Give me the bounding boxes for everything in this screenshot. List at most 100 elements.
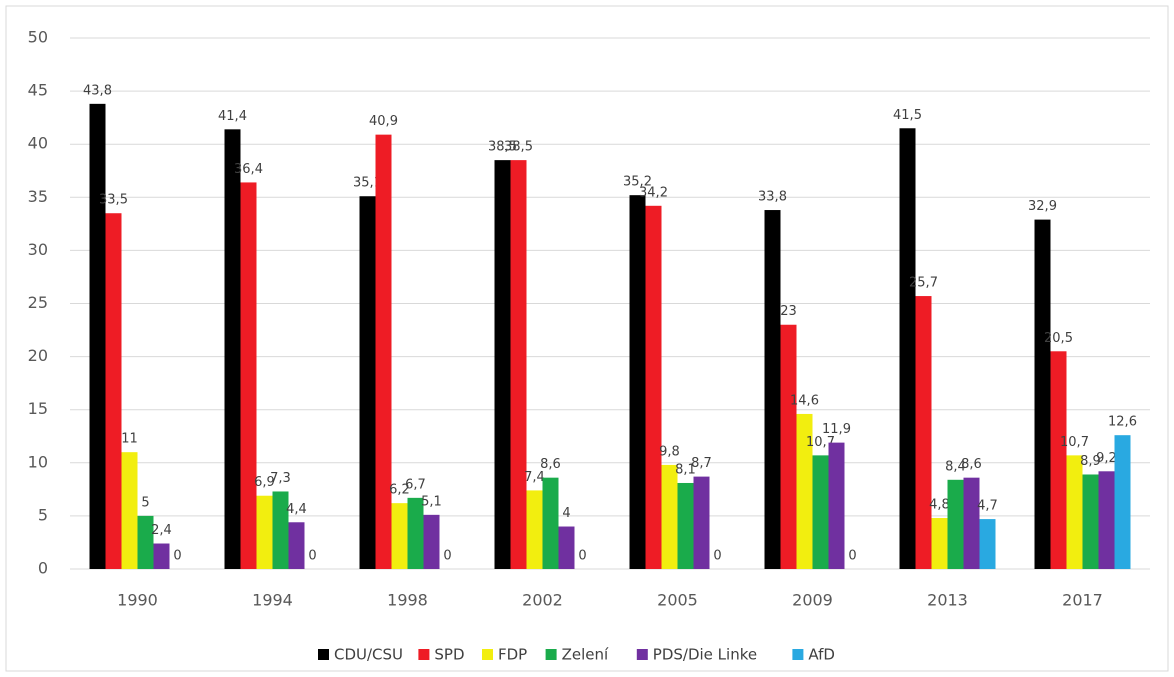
y-tick-label: 50	[28, 28, 48, 47]
bar	[629, 195, 646, 569]
value-label: 38,5	[488, 140, 517, 155]
value-label: 7,4	[524, 470, 545, 485]
value-label: 20,5	[1044, 331, 1073, 346]
legend-label: PDS/Die Linke	[653, 646, 757, 664]
value-label: 6,7	[405, 477, 426, 492]
bar	[288, 522, 305, 569]
legend-label: AfD	[808, 646, 835, 664]
x-tick-label: 2017	[1062, 591, 1103, 610]
value-label: 7,3	[270, 471, 291, 486]
bar	[979, 519, 996, 569]
value-label: 8,6	[540, 457, 561, 472]
bar	[494, 160, 511, 569]
value-label: 0	[308, 549, 316, 564]
bar	[677, 482, 694, 569]
bar	[391, 503, 408, 569]
value-label: 9,8	[659, 444, 680, 459]
bar	[542, 477, 559, 569]
value-label: 35,1	[353, 176, 382, 191]
value-label: 4,4	[286, 502, 307, 517]
bar	[1034, 219, 1051, 570]
value-label: 9,2	[1096, 451, 1117, 466]
value-label: 32,9	[1028, 199, 1057, 214]
value-label: 0	[848, 549, 856, 564]
value-label: 0	[713, 549, 721, 564]
bar	[272, 491, 289, 569]
bar	[812, 455, 829, 569]
bar	[359, 196, 376, 569]
value-label: 8,7	[691, 456, 712, 471]
bar	[105, 213, 122, 570]
legend-label: CDU/CSU	[334, 646, 403, 664]
value-label: 10,7	[1060, 435, 1089, 450]
bar	[137, 515, 154, 569]
legend-swatch	[792, 649, 804, 660]
x-tick-label: 1998	[387, 591, 428, 610]
legend-swatch	[636, 649, 648, 660]
value-label: 14,6	[790, 393, 819, 408]
bar	[1098, 471, 1115, 569]
value-label: 11,9	[822, 422, 851, 437]
value-label: 41,4	[218, 109, 247, 124]
bar	[121, 452, 138, 569]
y-tick-label: 30	[28, 240, 48, 259]
bar	[1114, 435, 1131, 569]
value-label: 6,2	[389, 483, 410, 498]
bar	[510, 160, 527, 569]
x-tick-label: 1994	[252, 591, 293, 610]
y-tick-label: 0	[38, 559, 48, 578]
bar	[764, 210, 781, 569]
bar	[224, 129, 241, 569]
value-label: 23	[780, 304, 797, 319]
bar	[423, 514, 440, 569]
bar	[947, 479, 964, 569]
bar	[89, 103, 106, 570]
x-tick-label: 1990	[117, 591, 158, 610]
value-label: 43,8	[83, 83, 112, 98]
value-label: 6,9	[254, 475, 275, 490]
value-label: 4,7	[977, 499, 998, 514]
bar	[407, 497, 424, 569]
legend-swatch	[482, 649, 493, 660]
value-label: 8,1	[675, 462, 696, 477]
value-label: 36,4	[234, 162, 263, 177]
value-label: 34,2	[639, 185, 668, 200]
bar	[153, 543, 170, 569]
bar	[796, 413, 813, 569]
y-tick-label: 20	[28, 346, 48, 365]
legend-label: FDP	[498, 646, 527, 664]
y-tick-label: 45	[28, 81, 48, 100]
bar	[1066, 455, 1083, 569]
bar	[375, 134, 392, 569]
bar	[780, 324, 797, 569]
legend-swatch	[318, 649, 329, 660]
chart-border	[5, 5, 1169, 672]
value-label: 0	[173, 549, 181, 564]
bar	[1082, 474, 1099, 569]
value-label: 5	[141, 495, 149, 510]
bar	[240, 182, 257, 569]
value-label: 33,5	[99, 193, 128, 208]
value-label: 10,7	[806, 435, 835, 450]
value-label: 2,4	[151, 523, 172, 538]
value-label: 12,6	[1108, 415, 1137, 430]
value-label: 5,1	[421, 494, 442, 509]
x-tick-label: 2009	[792, 591, 833, 610]
value-label: 8,9	[1080, 454, 1101, 469]
bar	[645, 205, 662, 569]
bar	[1050, 351, 1067, 569]
bar	[256, 495, 273, 569]
value-label: 8,6	[961, 457, 982, 472]
value-label: 33,8	[758, 190, 787, 205]
x-tick-label: 2005	[657, 591, 698, 610]
value-label: 35,2	[623, 175, 652, 190]
x-tick-label: 2013	[927, 591, 968, 610]
legend-label: Zelení	[562, 646, 609, 664]
legend-label: SPD	[434, 646, 464, 664]
y-tick-label: 15	[28, 399, 48, 418]
value-label: 0	[578, 549, 586, 564]
bar	[963, 477, 980, 569]
value-label: 8,4	[945, 459, 966, 474]
value-label: 38,5	[504, 140, 533, 155]
